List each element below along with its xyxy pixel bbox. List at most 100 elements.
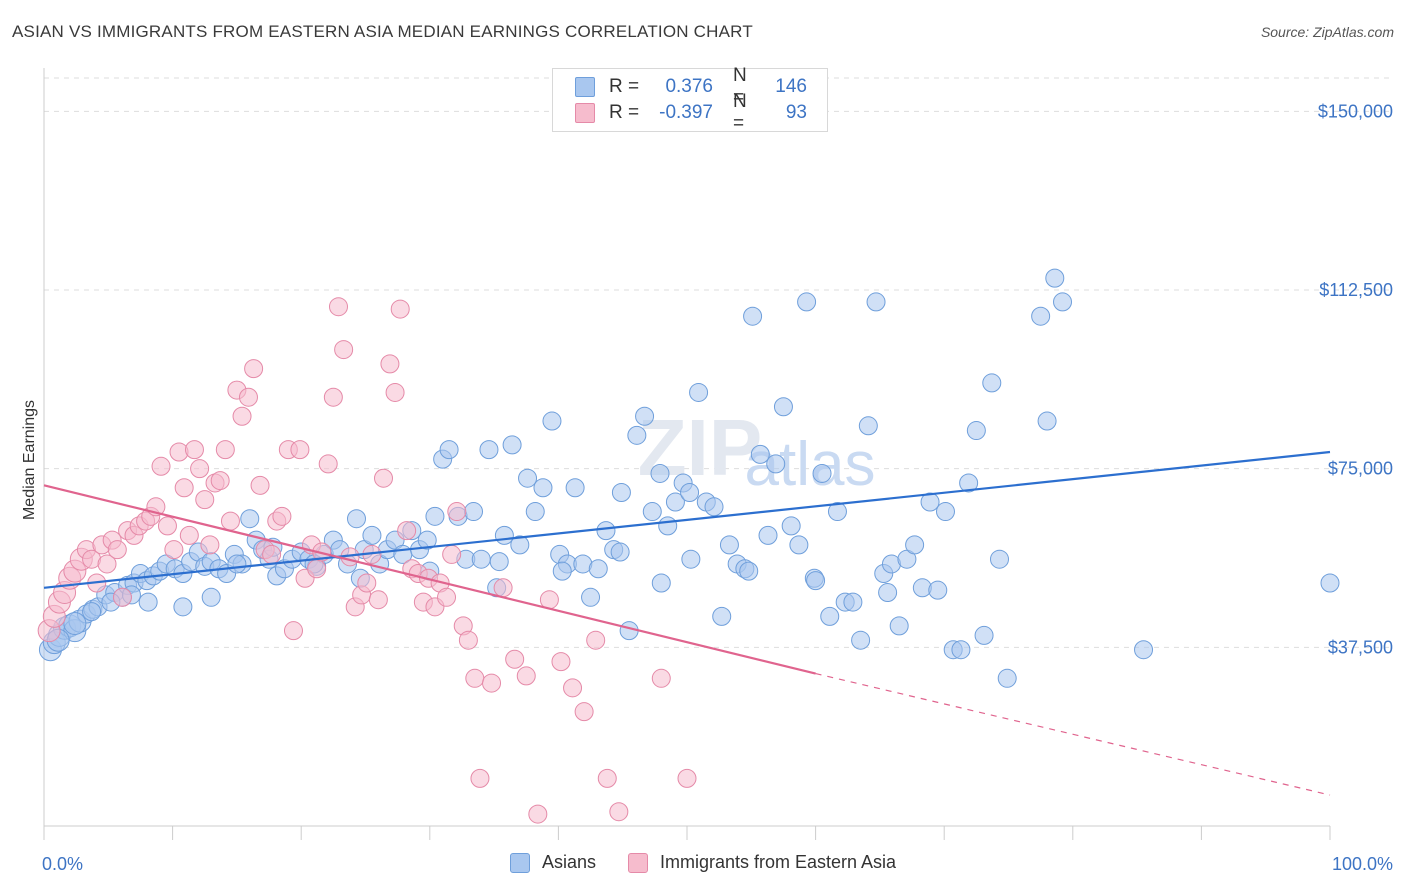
- point-0-111: [866, 292, 886, 312]
- point-0-126: [982, 373, 1002, 393]
- point-0-143: [227, 554, 247, 574]
- point-1-25: [174, 478, 194, 498]
- point-1-54: [334, 340, 354, 360]
- point-1-11: [97, 554, 117, 574]
- point-1-90: [609, 802, 629, 822]
- point-0-96: [750, 444, 770, 464]
- point-0-123: [959, 473, 979, 493]
- point-1-76: [458, 630, 478, 650]
- point-1-81: [505, 649, 525, 669]
- point-1-33: [215, 440, 235, 460]
- point-1-72: [437, 587, 457, 607]
- point-1-32: [210, 471, 230, 491]
- point-1-52: [323, 387, 343, 407]
- point-0-135: [173, 597, 193, 617]
- point-0-81: [635, 406, 655, 426]
- stats-row-asians: R = 0.376 N = 146: [575, 65, 807, 108]
- y-tick-label-3: $150,000: [1318, 101, 1393, 121]
- point-0-130: [1037, 411, 1057, 431]
- point-1-64: [390, 299, 410, 319]
- stats-row-immigrants: R = -0.397 N = 93: [575, 91, 807, 134]
- point-0-150: [610, 542, 630, 562]
- point-0-91: [712, 606, 732, 626]
- stats-legend: R = 0.376 N = 146 R = -0.397 N = 93: [552, 65, 828, 134]
- point-0-60: [471, 549, 491, 569]
- y-tick-label-1: $75,000: [1328, 459, 1393, 479]
- r-label: R =: [609, 102, 640, 123]
- legend-item-asians[interactable]: Asians: [509, 852, 596, 873]
- trend-lines: [43, 450, 1331, 796]
- point-0-59: [464, 502, 484, 522]
- point-0-116: [905, 535, 925, 555]
- point-0-120: [935, 502, 955, 522]
- point-1-73: [442, 544, 462, 564]
- point-0-118: [920, 492, 940, 512]
- point-1-60: [368, 590, 388, 610]
- point-0-152: [680, 482, 700, 502]
- point-0-46: [362, 525, 382, 545]
- point-0-74: [581, 587, 601, 607]
- point-0-106: [827, 502, 847, 522]
- point-0-133: [1134, 640, 1154, 660]
- point-0-67: [525, 502, 545, 522]
- point-1-77: [465, 668, 485, 688]
- point-0-136: [138, 592, 158, 612]
- chart-title: ASIAN VS IMMIGRANTS FROM EASTERN ASIA ME…: [12, 22, 753, 41]
- point-0-114: [889, 616, 909, 636]
- trend-line-0: [43, 450, 1331, 589]
- r-value: 0.376: [665, 76, 713, 97]
- point-0-109: [851, 630, 871, 650]
- point-0-87: [681, 549, 701, 569]
- n-label: N =: [733, 65, 747, 108]
- point-1-80: [493, 578, 513, 598]
- point-0-54: [425, 506, 445, 526]
- point-0-64: [502, 435, 522, 455]
- point-1-86: [563, 678, 583, 698]
- point-0-122: [951, 640, 971, 660]
- point-0-153: [739, 561, 759, 581]
- point-1-62: [380, 354, 400, 374]
- point-1-30: [200, 535, 220, 555]
- point-1-43: [272, 506, 292, 526]
- point-0-65: [510, 535, 530, 555]
- point-0-132: [1053, 292, 1073, 312]
- point-0-78: [611, 482, 631, 502]
- point-0-61: [479, 440, 499, 460]
- point-0-102: [797, 292, 817, 312]
- point-0-124: [966, 421, 986, 441]
- point-0-63: [494, 525, 514, 545]
- point-1-58: [357, 573, 377, 593]
- point-0-129: [1031, 306, 1051, 326]
- point-1-49: [307, 559, 327, 579]
- point-0-119: [928, 580, 948, 600]
- point-1-91: [651, 668, 671, 688]
- point-1-87: [574, 702, 594, 722]
- point-0-155: [878, 583, 898, 603]
- point-1-21: [151, 456, 171, 476]
- point-0-139: [82, 602, 102, 622]
- point-0-68: [533, 478, 553, 498]
- point-0-151: [651, 573, 671, 593]
- point-0-83: [650, 463, 670, 483]
- point-1-27: [184, 440, 204, 460]
- point-0-92: [719, 535, 739, 555]
- point-0-100: [781, 516, 801, 536]
- point-0-125: [974, 625, 994, 645]
- trend-line-extension-1: [815, 672, 1331, 796]
- legend-label-asians: Asians: [541, 852, 596, 872]
- swatch-asians: [575, 77, 595, 97]
- point-0-99: [773, 397, 793, 417]
- n-value: 93: [785, 102, 807, 123]
- legend-item-immigrants[interactable]: Immigrants from Eastern Asia: [627, 852, 896, 873]
- y-axis-title: Median Earnings: [21, 400, 38, 520]
- point-0-82: [642, 502, 662, 522]
- point-0-76: [596, 521, 616, 541]
- point-1-53: [328, 297, 348, 317]
- point-0-30: [240, 509, 260, 529]
- point-0-137: [201, 587, 221, 607]
- point-0-90: [704, 497, 724, 517]
- point-1-41: [262, 544, 282, 564]
- point-0-131: [1045, 268, 1065, 288]
- axes: [43, 68, 1331, 840]
